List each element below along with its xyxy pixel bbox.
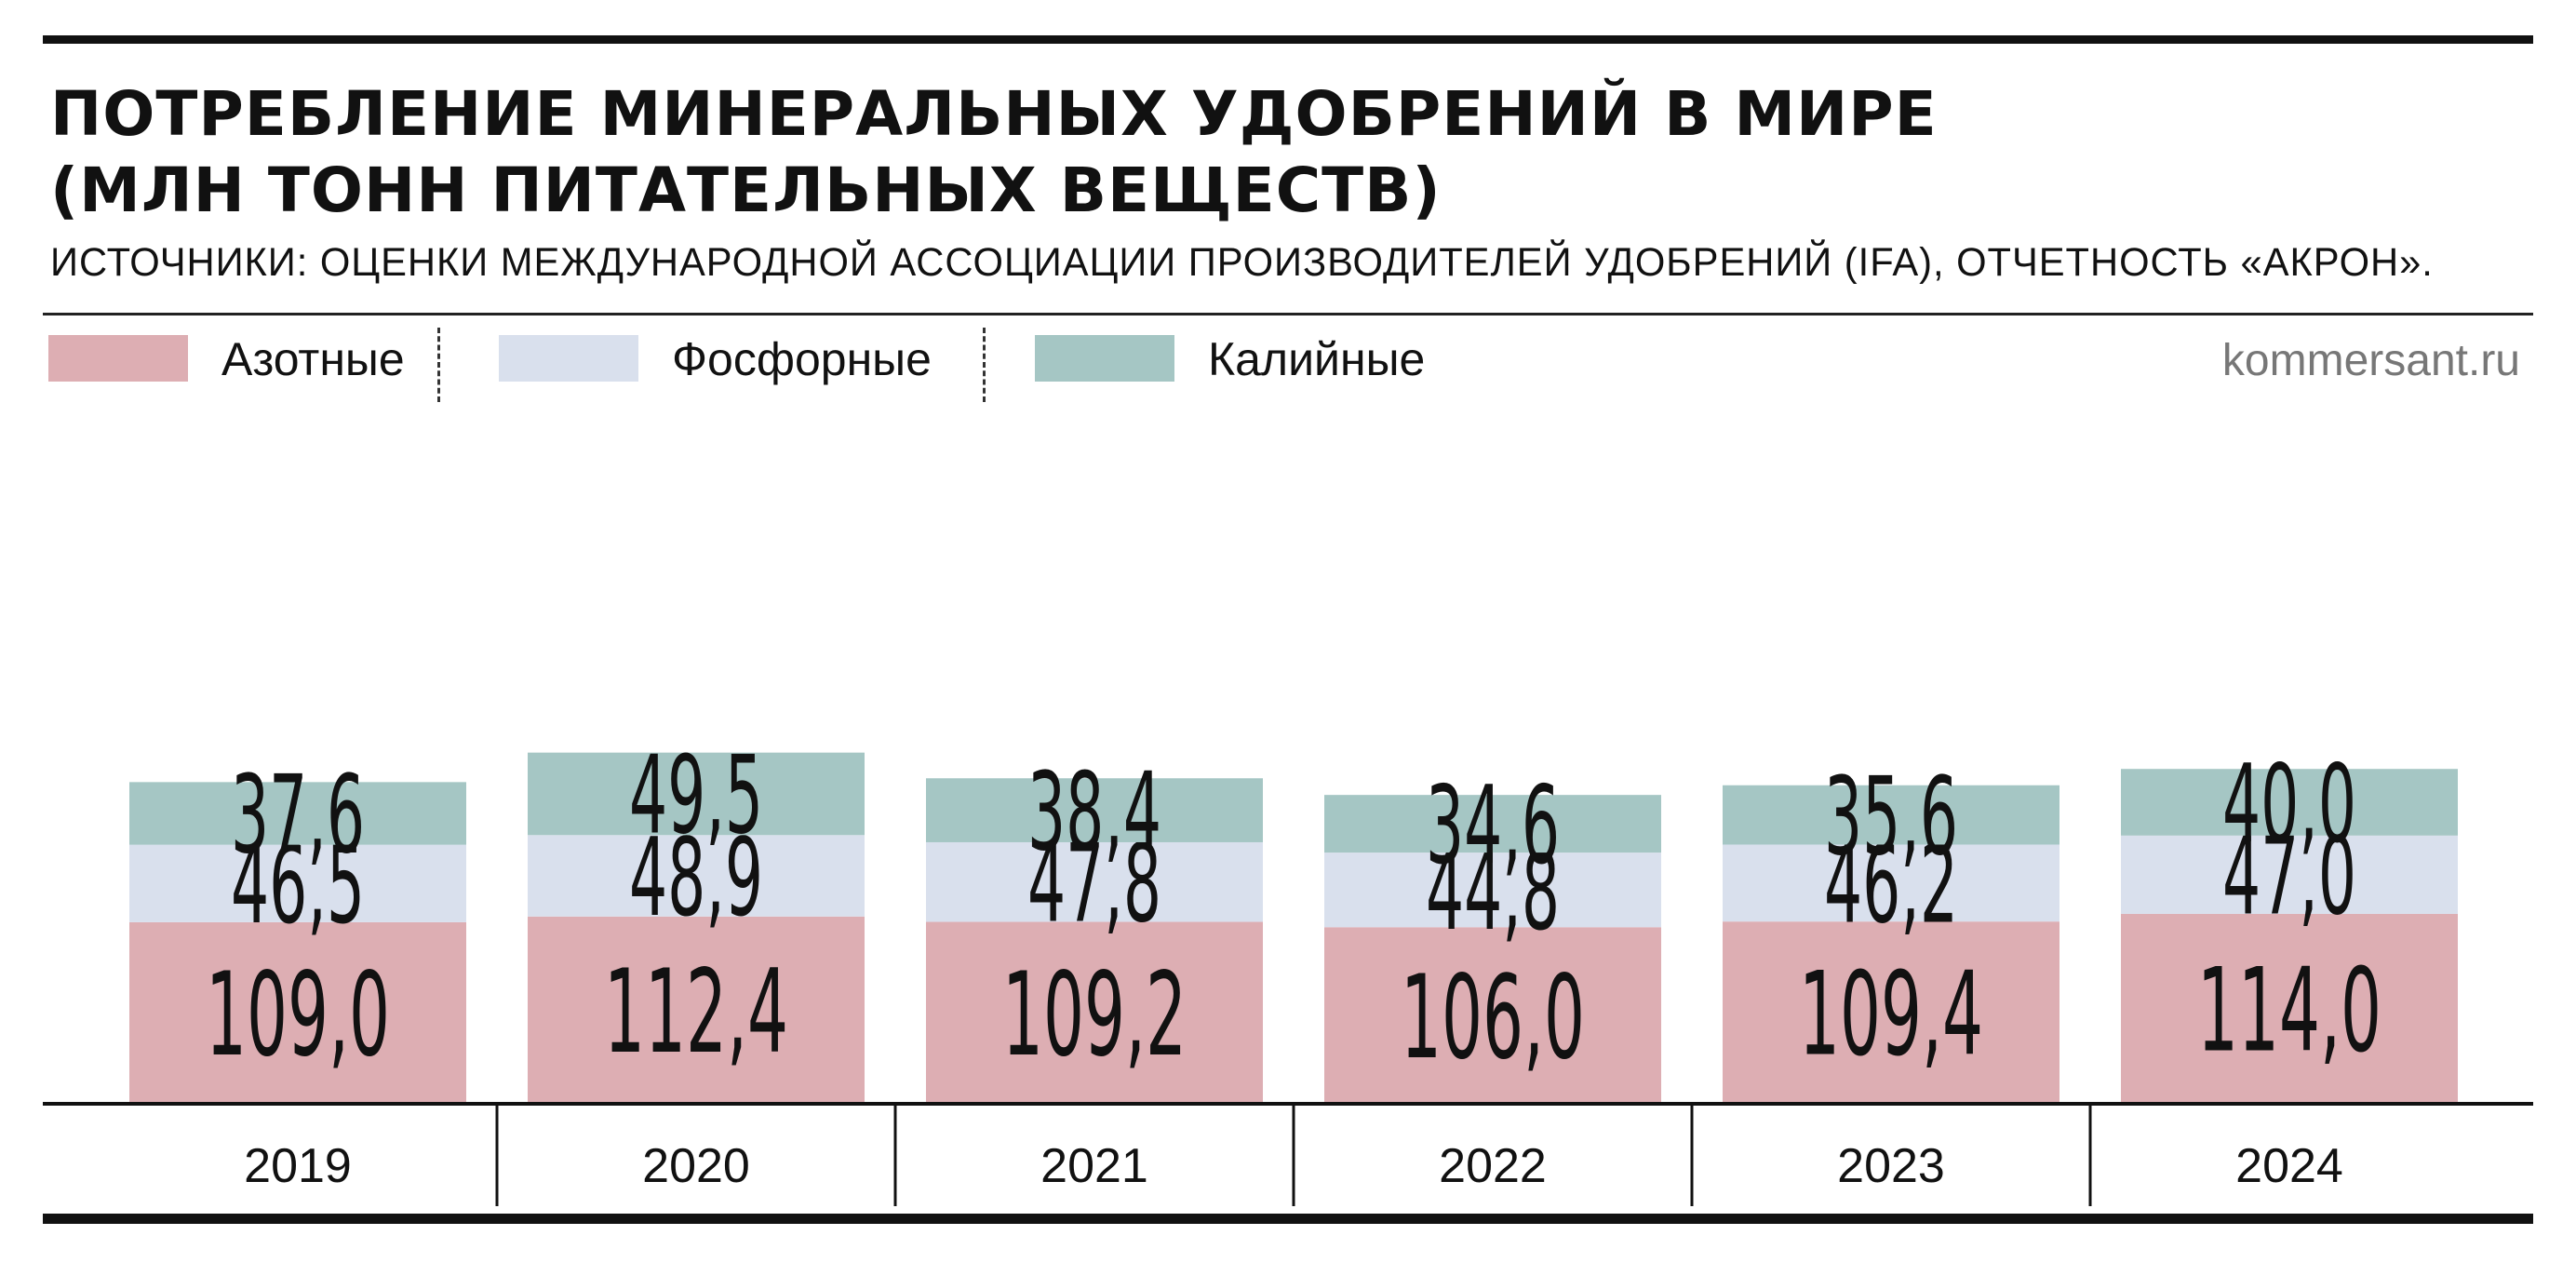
legend-separator — [983, 328, 986, 402]
legend-label-potash: Калийные — [1208, 333, 1426, 385]
bar-segment-phosphate — [926, 841, 1263, 922]
bar-segment-nitrogen — [1723, 921, 2059, 1104]
bar-value-label: 38,4 — [1027, 748, 1161, 875]
bar-value-label: 40,0 — [2222, 741, 2356, 867]
bar-value-label: 49,5 — [629, 732, 763, 859]
bar-value-label: 112,4 — [604, 946, 788, 1080]
bar-segment-potash — [1723, 785, 2059, 845]
bar-value-label: 109,2 — [1002, 948, 1187, 1082]
bar-value-label: 114,0 — [2197, 944, 2381, 1078]
year-tick-label: 2019 — [244, 1139, 352, 1193]
bar-segment-phosphate — [2121, 835, 2458, 914]
legend-swatch-phosphate — [499, 335, 638, 382]
bar-segment-phosphate — [1723, 844, 2059, 922]
bar-segment-nitrogen — [528, 916, 865, 1104]
chart-title: ПОТРЕБЛЕНИЕ МИНЕРАЛЬНЫХ УДОБРЕНИЙ В МИРЕ… — [50, 76, 2470, 229]
bar-segment-nitrogen — [926, 921, 1263, 1104]
legend-separator — [437, 328, 440, 402]
bar-segment-potash — [926, 778, 1263, 842]
top-rule — [43, 35, 2533, 44]
bar-value-label: 37,6 — [231, 752, 365, 879]
bar-value-label: 109,0 — [206, 948, 390, 1082]
bar-segment-phosphate — [1324, 853, 1661, 928]
legend-swatch-nitrogen — [48, 335, 188, 382]
bar-segment-potash — [129, 782, 466, 845]
bar-segment-nitrogen — [2121, 913, 2458, 1104]
year-tick-label: 2021 — [1040, 1139, 1148, 1193]
legend-label-nitrogen: Азотные — [221, 333, 405, 385]
bar-segment-nitrogen — [1324, 927, 1661, 1104]
chart-legend: Азотные Фосфорные Калийные — [48, 328, 1537, 402]
chart-title-line-1: ПОТРЕБЛЕНИЕ МИНЕРАЛЬНЫХ УДОБРЕНИЙ В МИРЕ — [50, 78, 1938, 150]
bar-value-label: 35,6 — [1824, 753, 1958, 879]
source-credit: kommersant.ru — [2221, 336, 2520, 385]
bar-segment-potash — [1324, 795, 1661, 853]
bar-value-label: 106,0 — [1401, 951, 1585, 1085]
chart-title-line-2: (МЛН ТОНН ПИТАТЕЛЬНЫХ ВЕЩЕСТВ) — [50, 154, 1442, 226]
year-tick-label: 2023 — [1837, 1139, 1945, 1193]
legend-swatch-potash — [1035, 335, 1174, 382]
year-tick-label: 2024 — [2235, 1139, 2343, 1193]
bar-segment-potash — [528, 752, 865, 836]
legend-label-phosphate: Фосфорные — [672, 333, 932, 385]
bottom-rule — [43, 1214, 2533, 1224]
x-axis-line — [43, 1102, 2533, 1106]
year-tick-label: 2022 — [1439, 1139, 1547, 1193]
bar-segment-phosphate — [528, 835, 865, 917]
bar-value-label: 109,4 — [1799, 948, 1983, 1082]
header-divider — [43, 313, 2533, 316]
bar-segment-potash — [2121, 769, 2458, 836]
bar-value-label: 34,6 — [1426, 762, 1560, 889]
bar-segment-nitrogen — [129, 921, 466, 1104]
year-tick-label: 2020 — [642, 1139, 750, 1193]
bar-segment-phosphate — [129, 844, 466, 922]
chart-source-note: ИСТОЧНИКИ: ОЦЕНКИ МЕЖДУНАРОДНОЙ АССОЦИАЦ… — [50, 240, 2434, 285]
